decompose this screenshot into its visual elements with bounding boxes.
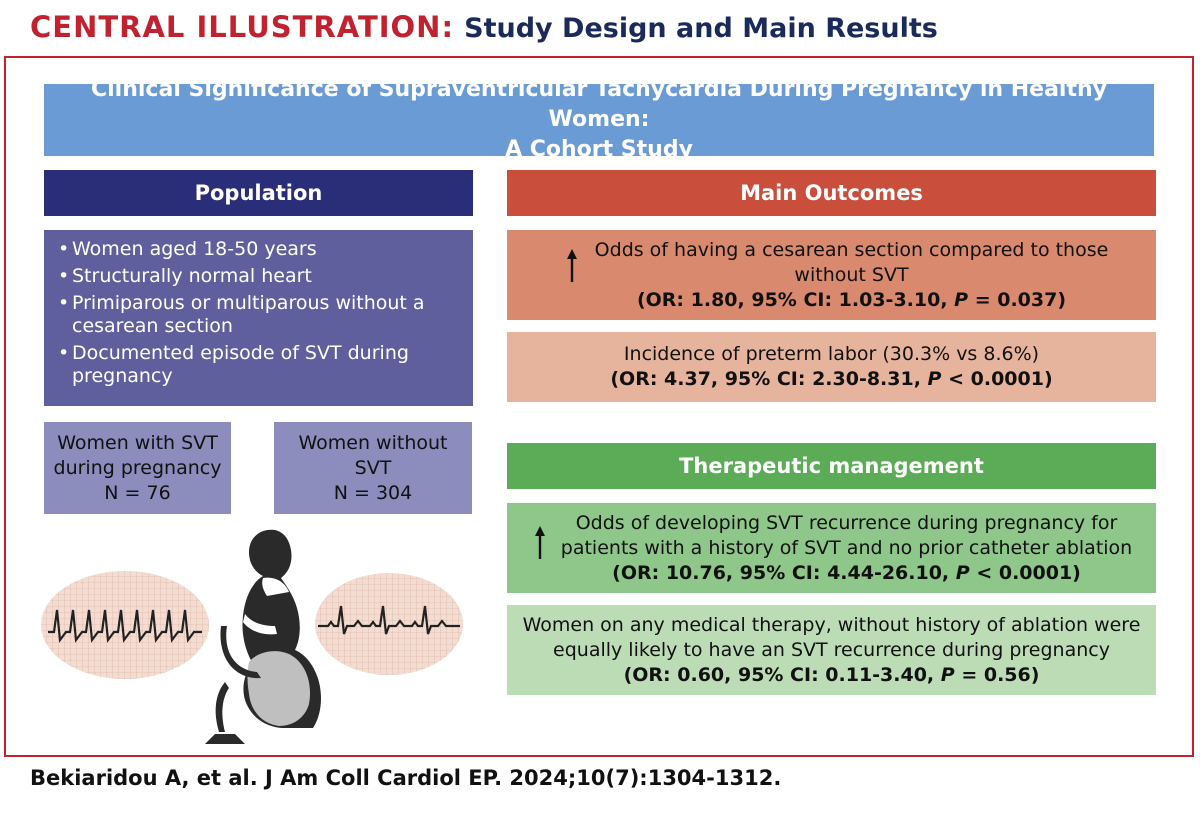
- recurrence-stat: (OR: 10.76, 95% CI: 4.44-26.10, P < 0.00…: [612, 561, 1081, 584]
- recurrence-text-line1: Odds of developing SVT recurrence during…: [575, 511, 1118, 534]
- preterm-stat: (OR: 4.37, 95% CI: 2.30-8.31, P < 0.0001…: [610, 368, 1053, 390]
- illustration-title: Study Design and Main Results: [464, 13, 938, 44]
- preterm-text: Incidence of preterm labor (30.3% vs 8.6…: [623, 343, 1040, 365]
- illustration-label: CENTRAL ILLUSTRATION:: [30, 10, 455, 44]
- header-bar: [0, 0, 1200, 58]
- content-frame: [4, 56, 1194, 757]
- arrow-up-icon: [535, 526, 545, 559]
- group-svt-line2: during pregnancy: [53, 456, 222, 479]
- arrow-up-icon: [567, 249, 577, 282]
- medical-therapy-stat: (OR: 0.60, 95% CI: 0.11-3.40, P = 0.56): [623, 663, 1040, 686]
- criteria-item: Primiparous or multiparous without a ces…: [58, 292, 461, 338]
- group-svt-box: Women with SVT during pregnancy N = 76: [44, 422, 231, 514]
- cesarean-text-line1: Odds of having a cesarean section compar…: [594, 238, 1109, 261]
- cesarean-outcome-box: Odds of having a cesarean section compar…: [507, 230, 1156, 320]
- criteria-item: Women aged 18-50 years: [58, 238, 461, 261]
- citation: Bekiaridou A, et al. J Am Coll Cardiol E…: [30, 766, 782, 790]
- medical-therapy-line2: equally likely to have an SVT recurrence…: [553, 638, 1110, 661]
- medical-therapy-box: Women on any medical therapy, without hi…: [507, 605, 1156, 695]
- group-no-svt-line1: Women without: [298, 431, 448, 454]
- population-header: Population: [44, 170, 473, 216]
- normal-ecg-icon: [315, 573, 463, 675]
- tachycardia-ecg-icon: [41, 571, 209, 679]
- page-title: CENTRAL ILLUSTRATION: Study Design and M…: [30, 10, 938, 44]
- group-svt-count: N = 76: [104, 481, 171, 504]
- criteria-item: Structurally normal heart: [58, 265, 461, 288]
- therapeutic-management-header: Therapeutic management: [507, 443, 1156, 489]
- criteria-item: Documented episode of SVT during pregnan…: [58, 342, 461, 388]
- main-outcomes-header: Main Outcomes: [507, 170, 1156, 216]
- group-no-svt-box: Women without SVT N = 304: [274, 422, 472, 514]
- recurrence-text-line2: patients with a history of SVT and no pr…: [560, 536, 1133, 559]
- group-no-svt-line2: SVT: [354, 456, 392, 479]
- study-title: Clinical Significance of Supraventricula…: [44, 77, 1154, 162]
- group-svt-line1: Women with SVT: [57, 431, 218, 454]
- cesarean-text-line2: without SVT: [794, 263, 909, 286]
- study-title-line1: Clinical Significance of Supraventricula…: [91, 77, 1107, 132]
- study-title-line2: A Cohort Study: [505, 137, 693, 162]
- group-no-svt-count: N = 304: [333, 481, 413, 504]
- preterm-outcome-box: Incidence of preterm labor (30.3% vs 8.6…: [507, 332, 1156, 402]
- population-criteria-list: Women aged 18-50 years Structurally norm…: [44, 230, 473, 406]
- medical-therapy-line1: Women on any medical therapy, without hi…: [522, 613, 1141, 636]
- recurrence-outcome-box: Odds of developing SVT recurrence during…: [507, 503, 1156, 593]
- cesarean-stat: (OR: 1.80, 95% CI: 1.03-3.10, P = 0.037): [636, 288, 1067, 311]
- pregnant-woman-icon: [205, 529, 321, 744]
